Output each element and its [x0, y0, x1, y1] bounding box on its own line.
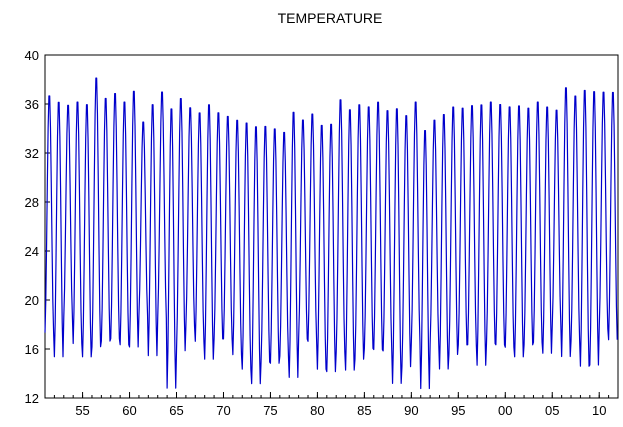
x-tick-label: 90	[404, 403, 418, 418]
y-tick-label: 16	[25, 342, 39, 357]
y-tick-label: 36	[25, 97, 39, 112]
x-tick-label: 10	[592, 403, 606, 418]
x-tick-label: 80	[310, 403, 324, 418]
x-axis: 55 60 65 70 75 80 85 90 95 00 05 10	[44, 392, 619, 418]
x-tick-label: 75	[263, 403, 277, 418]
x-tick-label: 05	[545, 403, 559, 418]
x-tick-label: 65	[169, 403, 183, 418]
chart-title: TEMPERATURE	[278, 10, 383, 26]
y-tick-label: 40	[25, 48, 39, 63]
x-tick-label: 55	[75, 403, 89, 418]
y-tick-label: 32	[25, 146, 39, 161]
x-tick-label: 70	[216, 403, 230, 418]
x-tick-label: 95	[451, 403, 465, 418]
x-tick-label: 85	[357, 403, 371, 418]
series-layer	[44, 77, 618, 390]
y-tick-label: 12	[25, 391, 39, 406]
y-tick-label: 24	[25, 244, 39, 259]
x-tick-label: 00	[498, 403, 512, 418]
x-tick-label: 60	[122, 403, 136, 418]
temperature-series-line	[44, 77, 618, 390]
y-tick-label: 28	[25, 195, 39, 210]
plot-frame	[44, 54, 619, 399]
y-tick-label: 20	[25, 293, 39, 308]
y-axis: 12 16 20 24 28 32 36 40	[25, 48, 50, 406]
